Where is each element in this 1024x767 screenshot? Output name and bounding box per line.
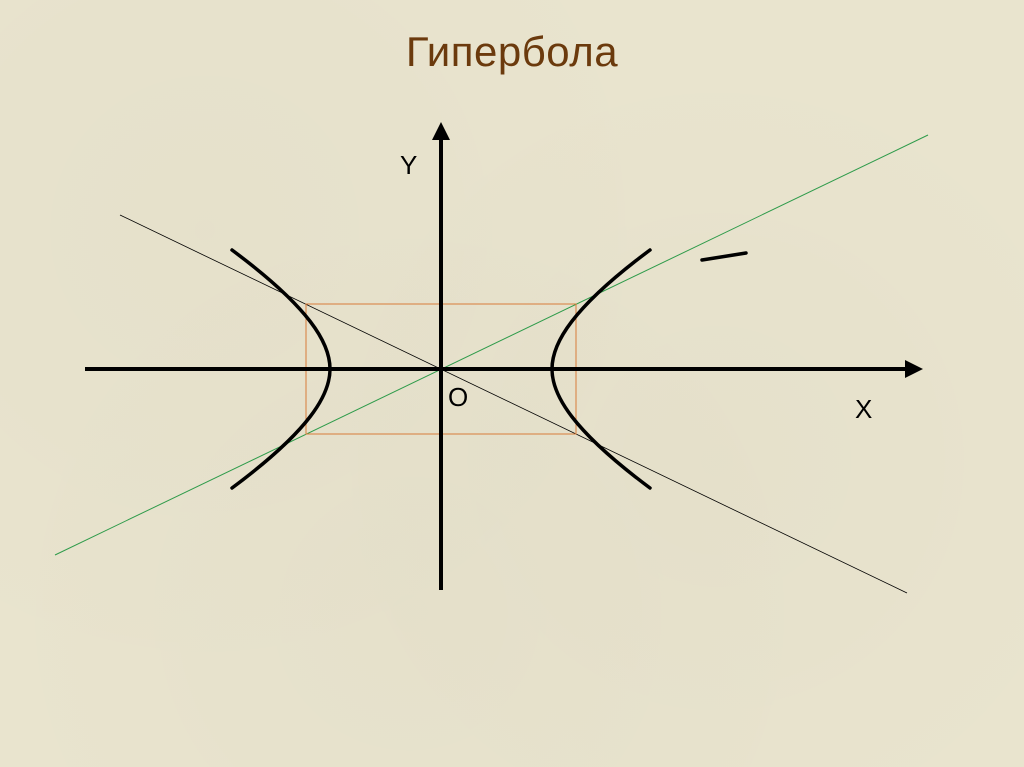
x-axis-arrow: [905, 360, 923, 378]
hyperbola-right-tip: [702, 253, 746, 260]
x-axis: [85, 360, 923, 378]
label-x: X: [855, 394, 872, 425]
asymptote-negative: [120, 215, 907, 593]
asymptote-positive: [55, 135, 928, 555]
y-axis-arrow: [432, 122, 450, 140]
diagram-stage: [0, 0, 1024, 767]
label-o: O: [448, 382, 468, 413]
y-axis: [432, 122, 450, 590]
label-y: Y: [400, 150, 417, 181]
